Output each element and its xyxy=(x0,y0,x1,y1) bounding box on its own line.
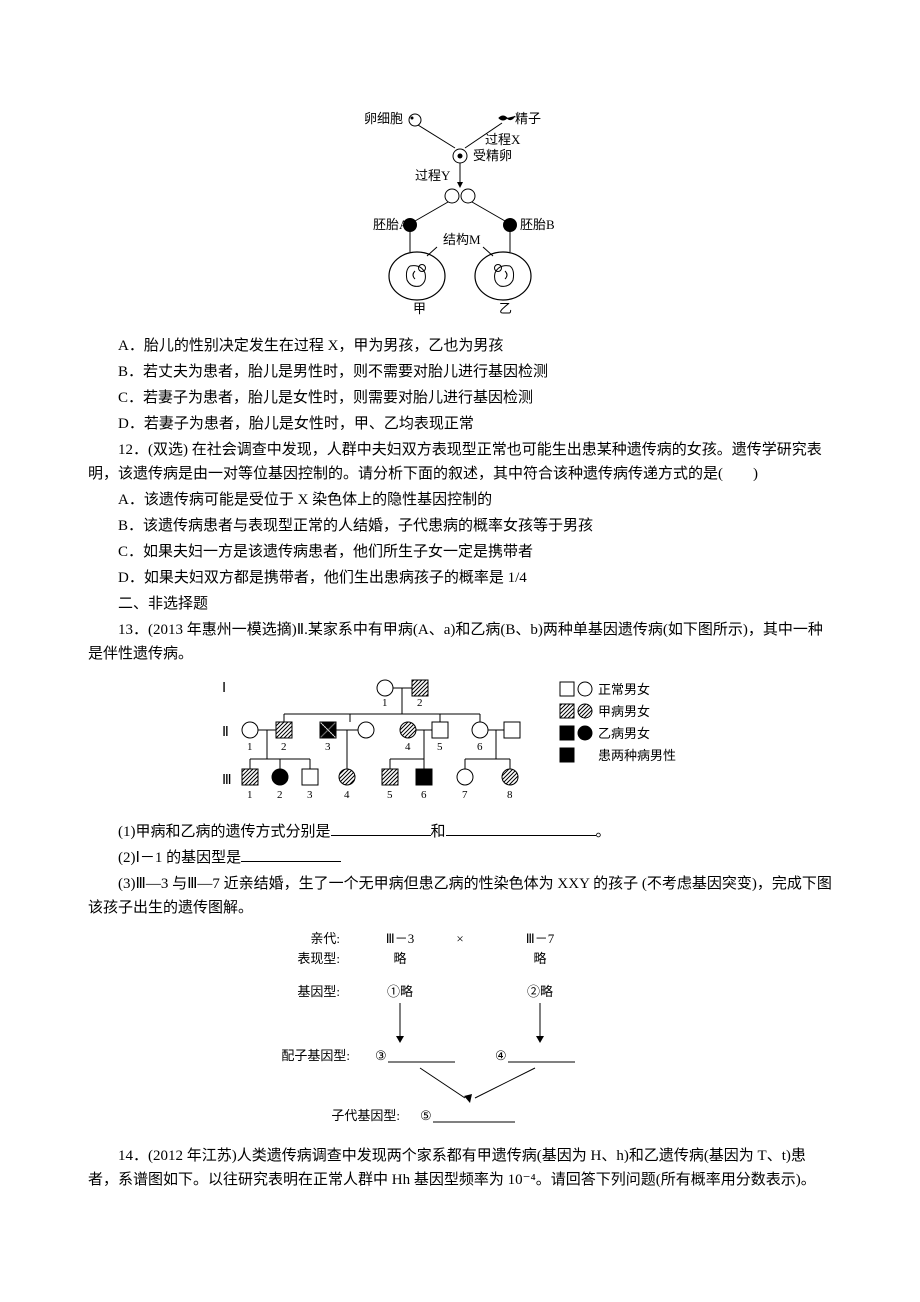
q12-option-B: B．该遗传病患者与表现型正常的人结婚，子代患病的概率女孩等于男孩 xyxy=(88,514,832,538)
svg-text:4: 4 xyxy=(405,741,411,753)
q12-option-A: A．该遗传病可能是受位于 X 染色体上的隐性基因控制的 xyxy=(88,488,832,512)
blank-1a xyxy=(331,821,431,836)
legend-diseaseB: 乙病男女 xyxy=(598,726,650,741)
parent2: Ⅲ－7 xyxy=(526,931,555,946)
q12-stem: 12．(双选) 在社会调查中发现，人群中夫妇双方表现型正常也可能生出患某种遗传病… xyxy=(88,438,832,486)
q14-stem: 14．(2012 年江苏)人类遗传病调查中发现两个家系都有甲遗传病(基因为 H、… xyxy=(88,1144,832,1192)
zygote-label: 受精卵 xyxy=(473,148,512,163)
svg-text:1: 1 xyxy=(247,789,253,801)
gamete1: ③ xyxy=(375,1048,387,1063)
childA-label: 甲 xyxy=(413,301,426,316)
gen3-label: Ⅲ xyxy=(222,773,232,788)
q13-sub3: (3)Ⅲ—3 与Ⅲ—7 近亲结婚，生了一个无甲病但患乙病的性染色体为 XXY 的… xyxy=(88,872,832,920)
offspring-label: 子代基因型: xyxy=(331,1108,400,1123)
sperm-label: 精子 xyxy=(515,111,541,126)
q13-sub1-pre: (1)甲病和乙病的遗传方式分别是 xyxy=(118,824,331,840)
svg-text:2: 2 xyxy=(417,697,423,709)
figure-twins: 卵细胞 精子 过程X 受精卵 过程Y 胚胎A 胚胎B 结构M xyxy=(88,108,832,326)
gamete2: ④ xyxy=(495,1048,507,1063)
cross-x: × xyxy=(456,931,463,946)
gen2-label: Ⅱ xyxy=(222,725,229,740)
pheno-label: 表现型: xyxy=(297,951,340,966)
svg-text:5: 5 xyxy=(437,741,443,753)
legend-both: 患两种病男性 xyxy=(598,748,676,763)
svg-text:3: 3 xyxy=(325,741,331,753)
figure-pedigree: Ⅰ Ⅱ Ⅲ 1 2 xyxy=(88,674,832,812)
geno2: ②略 xyxy=(527,984,553,999)
gamete-label: 配子基因型: xyxy=(281,1048,350,1063)
q13-sub1-mid: 和 xyxy=(431,824,446,840)
processX-label: 过程X xyxy=(485,132,521,147)
figure-cross: 亲代: Ⅲ－3 × Ⅲ－7 表现型: 略 略 基因型: ①略 ②略 配子基因型:… xyxy=(88,928,832,1136)
parents-label: 亲代: xyxy=(310,931,340,946)
childB-label: 乙 xyxy=(499,301,512,316)
svg-text:1: 1 xyxy=(247,741,253,753)
geno-label: 基因型: xyxy=(297,984,340,999)
q11-option-B: B．若丈夫为患者，胎儿是男性时，则不需要对胎儿进行基因检测 xyxy=(88,360,832,384)
blank-2 xyxy=(241,847,341,862)
offspring: ⑤ xyxy=(420,1108,432,1123)
svg-text:3: 3 xyxy=(307,789,313,801)
q13-stem: 13．(2013 年惠州一模选摘)Ⅱ.某家系中有甲病(A、a)和乙病(B、b)两… xyxy=(88,618,832,666)
parent1: Ⅲ－3 xyxy=(386,931,414,946)
embryoA-label: 胚胎A xyxy=(373,217,409,232)
egg-label: 卵细胞 xyxy=(364,111,403,126)
legend-diseaseA: 甲病男女 xyxy=(598,704,650,719)
section2-heading: 二、非选择题 xyxy=(88,592,832,616)
q13-sub1: (1)甲病和乙病的遗传方式分别是 和 。 xyxy=(88,820,832,844)
q13-sub2-pre: (2)Ⅰ－1 的基因型是 xyxy=(118,850,241,866)
geno1: ①略 xyxy=(387,984,413,999)
q11-option-A: A．胎儿的性别决定发生在过程 X，甲为男孩，乙也为男孩 xyxy=(88,334,832,358)
svg-text:2: 2 xyxy=(281,741,287,753)
structureM-label: 结构M xyxy=(443,232,481,247)
svg-text:5: 5 xyxy=(387,789,393,801)
legend-normal: 正常男女 xyxy=(598,682,650,697)
embryoB-label: 胚胎B xyxy=(520,217,555,232)
svg-text:7: 7 xyxy=(462,789,468,801)
blank-1b xyxy=(446,821,596,836)
svg-text:8: 8 xyxy=(507,789,513,801)
processY-label: 过程Y xyxy=(415,168,451,183)
svg-text:6: 6 xyxy=(421,789,427,801)
pheno2: 略 xyxy=(533,951,546,966)
q11-option-C: C．若妻子为患者，胎儿是女性时，则需要对胎儿进行基因检测 xyxy=(88,386,832,410)
svg-text:6: 6 xyxy=(477,741,483,753)
pheno1: 略 xyxy=(393,951,406,966)
svg-text:1: 1 xyxy=(382,697,388,709)
q13-sub1-end: 。 xyxy=(596,824,611,840)
q13-sub2: (2)Ⅰ－1 的基因型是 xyxy=(88,846,832,870)
svg-text:2: 2 xyxy=(277,789,283,801)
q12-option-C: C．如果夫妇一方是该遗传病患者，他们所生子女一定是携带者 xyxy=(88,540,832,564)
q11-option-D: D．若妻子为患者，胎儿是女性时，甲、乙均表现正常 xyxy=(88,412,832,436)
gen1-label: Ⅰ xyxy=(222,681,226,696)
q12-option-D: D．如果夫妇双方都是携带者，他们生出患病孩子的概率是 1/4 xyxy=(88,566,832,590)
svg-text:4: 4 xyxy=(344,789,350,801)
